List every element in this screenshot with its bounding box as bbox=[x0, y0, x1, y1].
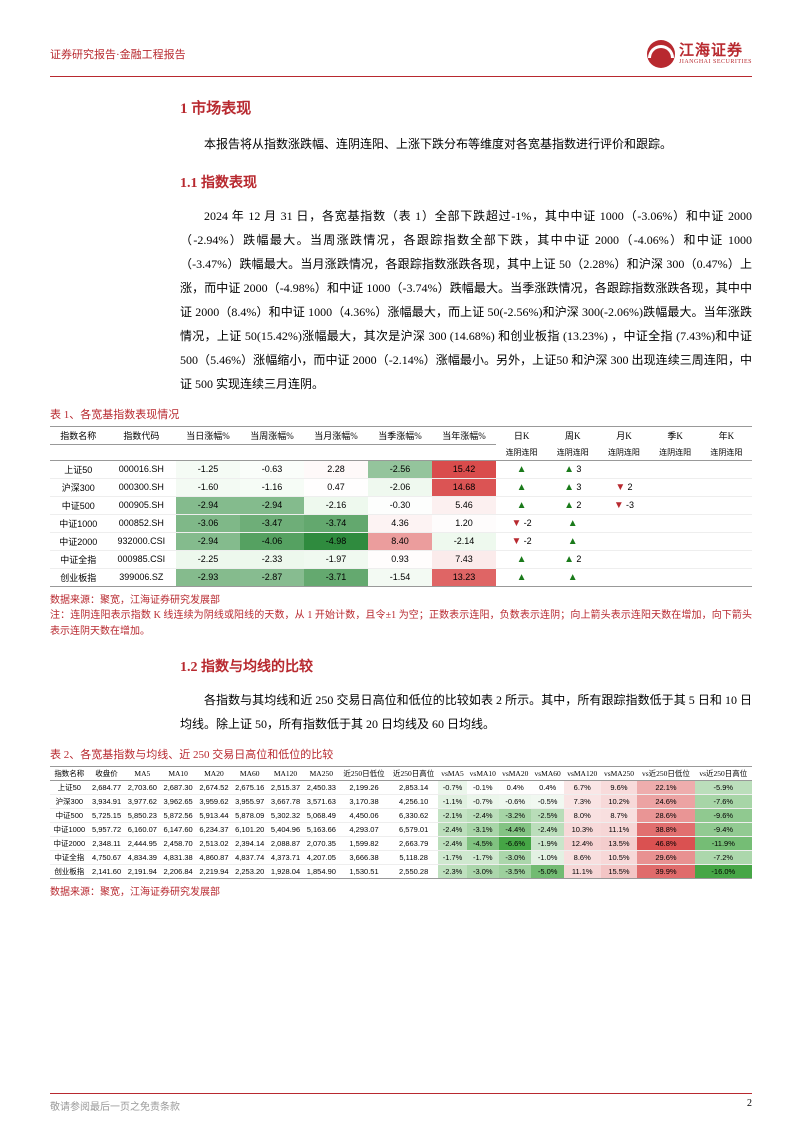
table1-header: 季K bbox=[650, 427, 701, 445]
table1-header: 年K bbox=[701, 427, 752, 445]
table1-header: 周K bbox=[547, 427, 598, 445]
table2: 指数名称收盘价MA5MA10MA20MA60MA120MA250近250日低位近… bbox=[50, 766, 752, 879]
table2-header: MA250 bbox=[303, 766, 339, 780]
table2-header: vsMA120 bbox=[564, 766, 601, 780]
header-rule bbox=[50, 76, 752, 77]
table-row: 沪深3003,934.913,977.623,962.653,959.623,9… bbox=[50, 794, 752, 808]
table1-header: 当年涨幅% bbox=[432, 427, 496, 445]
section-11-para: 2024 年 12 月 31 日，各宽基指数（表 1）全部下跌超过-1%，其中中… bbox=[180, 204, 752, 396]
table2-title: 表 2、各宽基指数与均线、近 250 交易日高位和低位的比较 bbox=[50, 746, 752, 762]
table-row: 中证1000000852.SH-3.06-3.47-3.744.361.20▼ … bbox=[50, 514, 752, 532]
section-12-para: 各指数与其均线和近 250 交易日高位和低位的比较如表 2 所示。其中，所有跟踪… bbox=[180, 688, 752, 736]
page-footer: 敬请参阅最后一页之免责条款 2 bbox=[50, 1093, 752, 1113]
table2-header: MA5 bbox=[124, 766, 160, 780]
table-row: 中证5005,725.155,850.235,872.565,913.445,8… bbox=[50, 808, 752, 822]
table2-header: 指数名称 bbox=[50, 766, 89, 780]
section-1-para: 本报告将从指数涨跌幅、连阴连阳、上涨下跌分布等维度对各宽基指数进行评价和跟踪。 bbox=[180, 132, 752, 156]
table1-header: 当日涨幅% bbox=[176, 427, 240, 445]
table-row: 中证2000932000.CSI-2.94-4.06-4.988.40-2.14… bbox=[50, 532, 752, 550]
table-row: 中证20002,348.112,444.952,458.702,513.022,… bbox=[50, 836, 752, 850]
table2-header: 收盘价 bbox=[89, 766, 125, 780]
page-number: 2 bbox=[747, 1098, 752, 1113]
table-row: 创业板指2,141.602,191.942,206.842,219.942,25… bbox=[50, 864, 752, 878]
table-row: 中证500000905.SH-2.94-2.94-2.16-0.305.46▲ … bbox=[50, 496, 752, 514]
table2-header: MA20 bbox=[196, 766, 232, 780]
table2-header: vsMA250 bbox=[601, 766, 638, 780]
table-row: 沪深300000300.SH-1.60-1.160.47-2.0614.68▲ … bbox=[50, 478, 752, 496]
table1-note: 注：连阴连阳表示指数 K 线连续为阴线或阳线的天数，从 1 开始计数，且令±1 … bbox=[50, 608, 752, 640]
table-row: 上证502,684.772,703.602,687.302,674.522,67… bbox=[50, 780, 752, 794]
table2-header: 近250日低位 bbox=[339, 766, 389, 780]
table2-header: vs近250日高位 bbox=[695, 766, 752, 780]
logo-en: JIANGHAI SECURITIES bbox=[679, 59, 752, 65]
table1-header: 指数名称 bbox=[50, 427, 107, 445]
table2-source: 数据来源：聚宽，江海证券研究发展部 bbox=[50, 883, 752, 898]
section-11-heading: 1.1 指数表现 bbox=[180, 172, 752, 192]
table2-header: MA10 bbox=[160, 766, 196, 780]
logo-icon bbox=[647, 40, 675, 68]
table1-header: 月K bbox=[598, 427, 649, 445]
table1-title: 表 1、各宽基指数表现情况 bbox=[50, 406, 752, 422]
table1-header: 日K bbox=[496, 427, 547, 445]
table2-header: 近250日高位 bbox=[389, 766, 439, 780]
table1-header: 指数代码 bbox=[107, 427, 176, 445]
footer-disclaimer: 敬请参阅最后一页之免责条款 bbox=[50, 1098, 180, 1113]
table2-header: vsMA5 bbox=[438, 766, 466, 780]
page-header: 证券研究报告·金融工程报告 江海证券 JIANGHAI SECURITIES bbox=[50, 40, 752, 68]
table1-header: 当季涨幅% bbox=[368, 427, 432, 445]
table-row: 中证10005,957.726,160.076,147.606,234.376,… bbox=[50, 822, 752, 836]
table2-header: vsMA20 bbox=[499, 766, 531, 780]
section-1-heading: 1 市场表现 bbox=[180, 97, 752, 118]
table1: 指数名称指数代码当日涨幅%当周涨幅%当月涨幅%当季涨幅%当年涨幅%日K周K月K季… bbox=[50, 426, 752, 587]
table1-header: 当月涨幅% bbox=[304, 427, 368, 445]
table2-header: MA120 bbox=[268, 766, 304, 780]
table-row: 创业板指399006.SZ-2.93-2.87-3.71-1.5413.23▲ … bbox=[50, 568, 752, 586]
logo-cn: 江海证券 bbox=[679, 44, 752, 59]
table1-source: 数据来源：聚宽，江海证券研究发展部 bbox=[50, 591, 752, 606]
table2-header: vsMA60 bbox=[531, 766, 563, 780]
header-category: 证券研究报告·金融工程报告 bbox=[50, 46, 186, 62]
table-row: 中证全指4,750.674,834.394,831.384,860.874,83… bbox=[50, 850, 752, 864]
table-row: 中证全指000985.CSI-2.25-2.33-1.970.937.43▲ ▲… bbox=[50, 550, 752, 568]
logo: 江海证券 JIANGHAI SECURITIES bbox=[647, 40, 752, 68]
table2-header: vs近250日低位 bbox=[637, 766, 694, 780]
table-row: 上证50000016.SH-1.25-0.632.28-2.5615.42▲ ▲… bbox=[50, 460, 752, 478]
table2-header: MA60 bbox=[232, 766, 268, 780]
section-12-heading: 1.2 指数与均线的比较 bbox=[180, 656, 752, 676]
table1-header: 当周涨幅% bbox=[240, 427, 304, 445]
table2-header: vsMA10 bbox=[467, 766, 499, 780]
